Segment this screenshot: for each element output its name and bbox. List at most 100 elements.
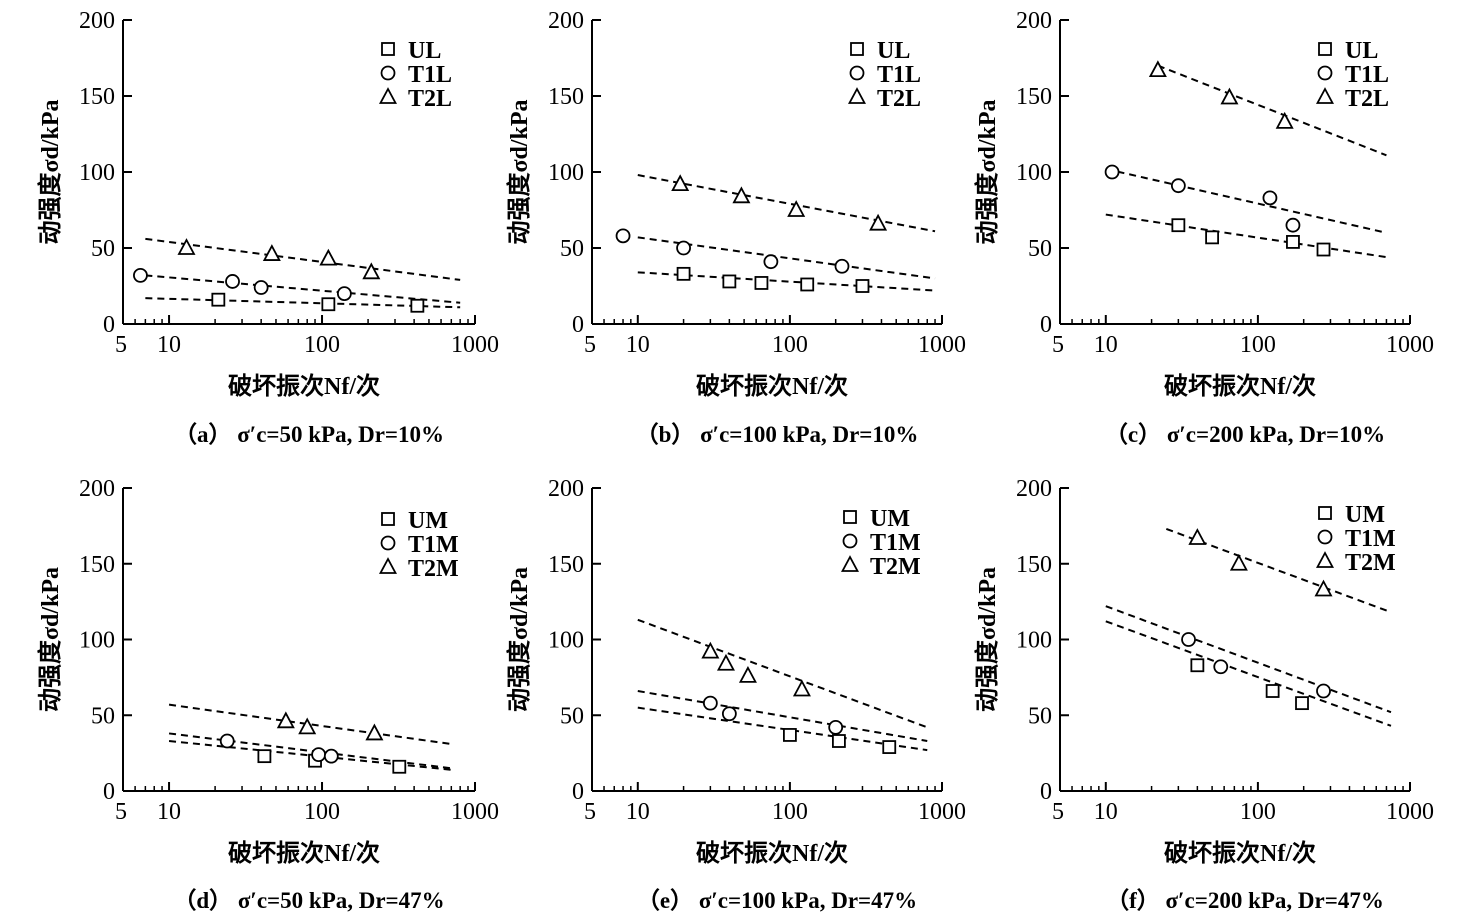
panel-c: 0 50 100 150 200 5 10 100 1000 动强度σd/kPa 破坏振次Nf/次 U… — [973, 8, 1434, 447]
legend-label-t2m: T2M — [870, 554, 921, 580]
panel-b: 0 50 100 150 200 5 10 100 1000 动强度σd/kPa 破坏振次Nf/次 U… — [505, 8, 966, 447]
fit-line-ul — [1105, 213, 1387, 259]
point-t1m — [323, 748, 339, 764]
point-t2l — [262, 244, 281, 261]
panel-caption: （e） σ′c=100 kPa, Dr=47% — [637, 887, 917, 913]
y-tick-label: 50 — [1028, 236, 1052, 262]
x-tick-label: 100 — [772, 332, 808, 358]
point-t2m — [298, 717, 317, 735]
fit-line-t1m — [637, 690, 928, 742]
legend-label-t1m: T1M — [870, 530, 921, 556]
point-t1l — [834, 258, 850, 274]
y-tick-label: 0 — [572, 779, 584, 805]
y-tick-label: 100 — [79, 160, 115, 186]
point-um — [882, 740, 897, 754]
point-t1l — [133, 267, 148, 283]
y-tick-label: 0 — [1040, 312, 1052, 338]
legend-marker-t1m — [1317, 529, 1333, 545]
point-ul — [1205, 230, 1220, 245]
point-t2l — [671, 174, 690, 192]
legend-marker-t2l — [1315, 87, 1335, 104]
x-tick-label: 10 — [1094, 332, 1118, 358]
point-t1l — [1104, 164, 1120, 180]
x-tick-label: 1000 — [918, 799, 966, 825]
x-tick-label: 10 — [157, 799, 181, 825]
point-ul — [754, 276, 769, 290]
x-tick-label: 5 — [1052, 799, 1064, 825]
legend-label-um: UM — [870, 506, 910, 532]
y-tick-label: 0 — [572, 312, 584, 338]
point-ul — [800, 277, 815, 292]
legend-label-t1m: T1M — [408, 532, 459, 558]
point-t2m — [1188, 528, 1207, 545]
point-t2l — [869, 213, 888, 231]
panel-f: 0 50 100 150 200 5 10 100 1000 动强度σd/kPa 破坏振次Nf/次 U… — [973, 476, 1434, 913]
legend-label-t1l: T1L — [408, 62, 452, 88]
x-tick-label: 1000 — [918, 332, 966, 358]
x-tick-label: 1000 — [451, 799, 499, 825]
fit-line-um — [1105, 620, 1392, 727]
y-tick-label: 150 — [1016, 84, 1052, 110]
legend-label-t2l: T2L — [408, 86, 452, 112]
x-axis-label: 破坏振次Nf/次 — [696, 840, 848, 867]
point-t1m — [702, 695, 718, 711]
point-um — [782, 728, 797, 742]
fit-line-um — [637, 706, 928, 752]
point-ul — [1171, 218, 1186, 233]
point-um — [392, 759, 407, 774]
legend-marker-t1l — [849, 65, 865, 81]
x-tick-label: 100 — [1240, 799, 1276, 825]
point-t2l — [319, 248, 338, 266]
legend-marker-um — [843, 510, 857, 524]
x-tick-label: 10 — [157, 332, 181, 358]
x-tick-label: 1000 — [451, 332, 499, 358]
fit-line-t2m — [637, 618, 928, 729]
legend-marker-ul — [850, 42, 864, 56]
legend-label-t1m: T1M — [1345, 526, 1396, 552]
panel-caption: （f） σ′c=200 kPa, Dr=47% — [1106, 887, 1384, 913]
point-t1l — [676, 240, 691, 256]
point-ul — [855, 279, 870, 293]
legend-marker-t1m — [380, 535, 396, 551]
legend-marker-t2m — [378, 557, 398, 574]
point-ul — [722, 274, 737, 289]
point-t1l — [336, 286, 352, 302]
point-t2m — [365, 723, 384, 741]
y-tick-label: 50 — [560, 236, 584, 262]
x-tick-label: 100 — [304, 799, 340, 825]
x-tick-label: 5 — [584, 332, 596, 358]
point-ul — [410, 298, 425, 313]
x-tick-label: 5 — [115, 799, 127, 825]
point-t2m — [1314, 579, 1333, 597]
panel-caption: （a） σ′c=50 kPa, Dr=10% — [174, 421, 444, 447]
y-tick-label: 200 — [79, 8, 115, 34]
point-t2m — [716, 653, 735, 671]
point-t2m — [276, 711, 295, 729]
y-axis-label: 动强度σd/kPa — [36, 99, 64, 244]
legend-label-t2m: T2M — [408, 556, 459, 582]
fit-line-t1l — [1105, 167, 1387, 234]
fit-line-t1m — [1105, 605, 1392, 714]
legend-label-t2m: T2M — [1345, 550, 1396, 576]
x-tick-label: 1000 — [1386, 799, 1434, 825]
y-tick-label: 100 — [1016, 160, 1052, 186]
legend-marker-t2m — [1315, 551, 1335, 568]
panel-caption: （c） σ′c=200 kPa, Dr=10% — [1105, 421, 1385, 447]
panel-d: 0 50 100 150 200 5 10 100 1000 动强度σd/kPa 破坏振次Nf/次 U… — [36, 476, 499, 913]
legend-marker-ul — [381, 42, 395, 56]
y-tick-label: 50 — [91, 236, 115, 262]
y-tick-label: 200 — [548, 8, 584, 34]
point-t1m — [721, 706, 737, 722]
x-axis-label: 破坏振次Nf/次 — [228, 840, 380, 867]
y-tick-label: 50 — [560, 703, 584, 729]
x-tick-label: 10 — [1094, 799, 1118, 825]
x-tick-label: 5 — [584, 799, 596, 825]
x-axis-label: 破坏振次Nf/次 — [696, 373, 848, 400]
legend-marker-ul — [1318, 42, 1332, 56]
x-axis-label: 破坏振次Nf/次 — [1164, 373, 1316, 400]
point-t1l — [225, 274, 240, 289]
point-t2l — [732, 186, 751, 204]
point-t1l — [1262, 190, 1278, 206]
legend-marker-t2m — [840, 555, 860, 572]
y-tick-label: 0 — [1040, 779, 1052, 805]
